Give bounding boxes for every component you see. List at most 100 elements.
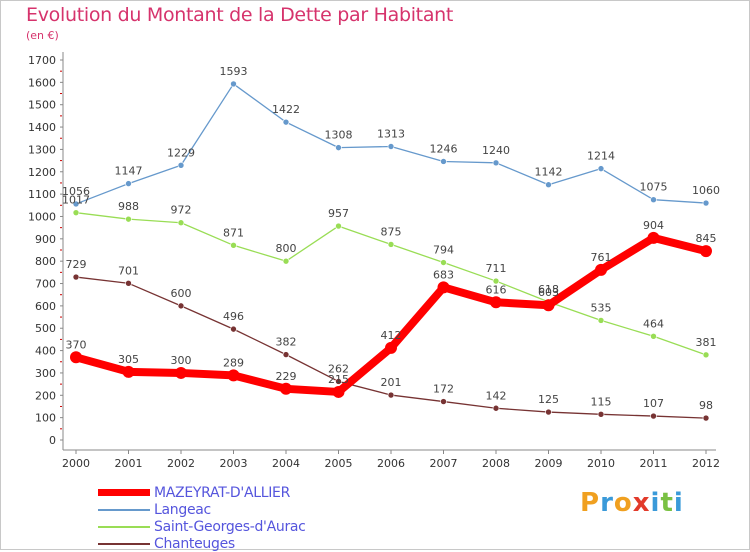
data-point bbox=[437, 281, 450, 294]
legend-swatch bbox=[98, 489, 150, 496]
data-label: 1075 bbox=[640, 181, 668, 194]
data-label: 215 bbox=[328, 373, 349, 386]
data-label: 412 bbox=[381, 329, 402, 342]
legend-item: Saint-Georges-d'Aurac bbox=[98, 518, 306, 535]
logo-letter: P bbox=[580, 488, 601, 518]
data-label: 616 bbox=[486, 283, 507, 296]
data-label: 1593 bbox=[220, 65, 248, 78]
data-point bbox=[492, 404, 500, 412]
data-point bbox=[227, 369, 240, 382]
data-point bbox=[125, 280, 132, 287]
data-point bbox=[440, 259, 447, 266]
data-label: 172 bbox=[433, 383, 454, 396]
data-label: 1229 bbox=[167, 146, 195, 159]
y-tick-label: 1000 bbox=[28, 210, 56, 223]
data-label: 871 bbox=[223, 226, 244, 239]
y-tick-label: 1700 bbox=[28, 54, 56, 67]
logo-letter: x bbox=[632, 488, 651, 518]
y-tick-label: 1500 bbox=[28, 99, 56, 112]
data-point bbox=[72, 273, 80, 281]
data-label: 701 bbox=[118, 264, 139, 277]
data-label: 1017 bbox=[62, 194, 90, 207]
data-point bbox=[280, 382, 292, 395]
data-point bbox=[700, 245, 712, 258]
data-label: 845 bbox=[696, 232, 717, 245]
logo-letter: t bbox=[660, 488, 674, 518]
data-point bbox=[70, 351, 82, 364]
y-tick-label: 1300 bbox=[28, 143, 56, 156]
data-point bbox=[282, 118, 290, 126]
data-point bbox=[490, 296, 502, 309]
y-tick-label: 100 bbox=[35, 412, 56, 425]
data-label: 229 bbox=[276, 370, 297, 383]
legend-item: Chanteuges bbox=[98, 535, 306, 552]
data-label: 98 bbox=[699, 399, 713, 412]
data-point bbox=[647, 231, 660, 244]
data-point bbox=[650, 332, 657, 340]
x-tick-label: 2007 bbox=[430, 457, 458, 470]
y-tick-label: 200 bbox=[35, 389, 56, 402]
data-label: 381 bbox=[696, 336, 717, 349]
y-tick-label: 600 bbox=[35, 300, 56, 313]
x-tick-label: 2001 bbox=[115, 457, 143, 470]
data-point bbox=[595, 263, 607, 276]
data-label: 600 bbox=[171, 287, 192, 300]
logo-letter: i bbox=[650, 488, 661, 518]
chart-title: Evolution du Montant de la Dette par Hab… bbox=[26, 4, 454, 26]
data-point bbox=[702, 414, 710, 422]
data-label: 535 bbox=[591, 301, 612, 314]
data-label: 1246 bbox=[430, 142, 458, 155]
x-tick-label: 2012 bbox=[692, 457, 720, 470]
data-label: 115 bbox=[591, 395, 612, 408]
data-point bbox=[387, 241, 395, 248]
data-label: 794 bbox=[433, 244, 454, 257]
data-label: 496 bbox=[223, 310, 244, 323]
data-label: 382 bbox=[276, 336, 297, 349]
data-label: 125 bbox=[538, 393, 559, 406]
data-point bbox=[335, 378, 342, 385]
data-label: 988 bbox=[118, 200, 139, 213]
y-tick-label: 900 bbox=[35, 233, 56, 246]
data-point bbox=[125, 215, 132, 223]
data-point bbox=[542, 299, 555, 312]
data-label: 1308 bbox=[325, 129, 353, 142]
y-tick-label: 700 bbox=[35, 278, 56, 291]
data-label: 1056 bbox=[62, 185, 90, 198]
data-point bbox=[177, 302, 185, 310]
data-point bbox=[282, 257, 290, 265]
data-point bbox=[597, 165, 605, 172]
legend-item: Langeac bbox=[98, 501, 306, 518]
x-tick-label: 2011 bbox=[640, 457, 668, 470]
data-point bbox=[230, 242, 237, 249]
legend: MAZEYRAT-D'ALLIER Langeac Saint-Georges-d'… bbox=[98, 484, 306, 552]
data-label: 683 bbox=[433, 268, 454, 281]
data-label: 711 bbox=[486, 262, 507, 275]
y-tick-label: 400 bbox=[35, 345, 56, 358]
data-label: 957 bbox=[328, 207, 349, 220]
data-point bbox=[492, 159, 500, 167]
x-tick-label: 2005 bbox=[325, 457, 353, 470]
data-label: 305 bbox=[118, 353, 139, 366]
data-label: 1060 bbox=[692, 184, 720, 197]
data-label: 761 bbox=[591, 251, 612, 264]
data-point bbox=[440, 398, 447, 405]
data-point bbox=[492, 277, 500, 285]
y-tick-label: 500 bbox=[35, 322, 56, 335]
data-point bbox=[597, 410, 605, 418]
x-tick-label: 2002 bbox=[167, 457, 195, 470]
x-tick-label: 2010 bbox=[587, 457, 615, 470]
series-line-0 bbox=[72, 233, 710, 396]
data-label: 201 bbox=[381, 376, 402, 389]
chart-unit: (en €) bbox=[26, 29, 59, 42]
legend-label: Saint-Georges-d'Aurac bbox=[154, 518, 306, 535]
logo-letter: i bbox=[673, 488, 684, 518]
data-point bbox=[650, 412, 657, 420]
data-label: 875 bbox=[381, 225, 402, 238]
logo-letter: r bbox=[600, 488, 614, 518]
y-tick-label: 1200 bbox=[28, 166, 56, 179]
data-label: 107 bbox=[643, 397, 664, 410]
data-point bbox=[230, 325, 237, 333]
data-point bbox=[122, 365, 135, 378]
